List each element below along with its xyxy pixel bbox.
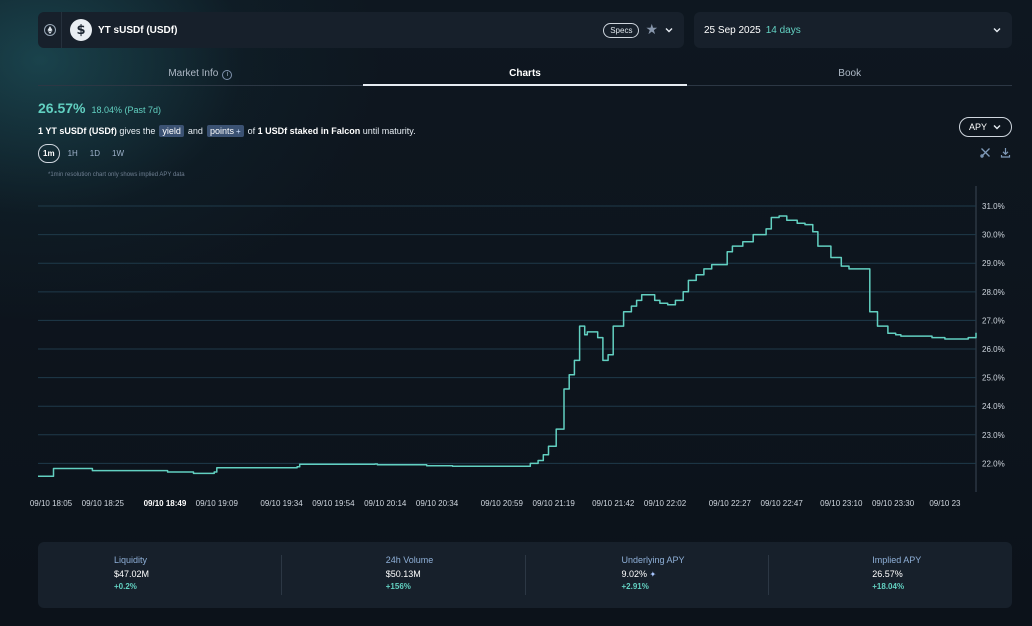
x-tick-label: 09/10 20:59 — [481, 499, 524, 508]
y-tick-label: 30.0% — [982, 231, 1005, 240]
x-tick-label: 09/10 23:30 — [872, 499, 915, 508]
stat-liquidity: Liquidity $47.02M +0.2% — [114, 555, 150, 591]
x-tick-label: 09/10 23 — [929, 499, 961, 508]
interval-1w[interactable]: 1W — [112, 149, 125, 158]
days-to-maturity: 14 days — [765, 24, 801, 36]
x-tick-label: 09/10 21:42 — [592, 499, 635, 508]
y-tick-label: 22.0% — [982, 459, 1005, 468]
yield-pill[interactable]: yield — [159, 125, 184, 137]
tab-book[interactable]: Book — [838, 68, 862, 79]
chevron-down-icon[interactable] — [992, 25, 1002, 35]
metric-select[interactable]: APY — [959, 117, 1012, 137]
apy-chart[interactable]: 22.0% 23.0% 24.0% 25.0% 26.0% 27.0% 28.0% 29.0%… — [30, 186, 1012, 516]
chart-tools — [980, 147, 1011, 158]
x-tick-label: 09/10 22:27 — [709, 499, 752, 508]
stat-24h-volume: 24h Volume $50.13M +156% — [280, 555, 525, 595]
y-tick-label: 29.0% — [982, 259, 1005, 268]
chain-badge — [38, 12, 62, 48]
tools-icon[interactable] — [980, 147, 991, 158]
x-tick-label: 09/10 18:25 — [82, 499, 125, 508]
stat-implied-apy: Implied APY 26.57% +18.04% — [768, 555, 1012, 595]
x-tick-label: 09/10 22:02 — [644, 499, 687, 508]
download-icon[interactable] — [1000, 147, 1011, 158]
tab-charts[interactable]: Charts — [362, 66, 688, 86]
chevron-down-icon — [993, 125, 1001, 130]
y-tick-label: 31.0% — [982, 202, 1005, 211]
x-tick-label: 09/10 20:14 — [364, 499, 407, 508]
series-line — [38, 215, 977, 478]
apy-summary: 26.57% 18.04% (Past 7d) — [38, 100, 161, 116]
plus-icon: + — [235, 127, 241, 136]
chevron-down-icon[interactable] — [664, 25, 674, 35]
y-tick-label: 23.0% — [982, 431, 1005, 440]
points-pill[interactable]: points + — [206, 125, 244, 137]
x-tick-label: 09/10 22:47 — [761, 499, 804, 508]
interval-1h[interactable]: 1H — [67, 149, 78, 158]
x-tick-label: 09/10 20:34 — [416, 499, 459, 508]
sparkle-icon[interactable]: ✦ — [649, 570, 657, 579]
star-icon[interactable]: ★ — [645, 22, 658, 38]
x-tick-label: 09/10 18:05 — [30, 499, 73, 508]
y-tick-label: 26.0% — [982, 345, 1005, 354]
description: 1 YT sUSDf (USDf) gives the yield and po… — [38, 125, 416, 137]
tab-market-info[interactable]: Market Info i — [38, 66, 363, 85]
market-stats: Liquidity $47.02M +0.2% 24h Volume $50.1… — [38, 542, 1012, 608]
info-icon[interactable]: i — [222, 69, 233, 80]
x-tick-label: 09/10 21:19 — [533, 499, 576, 508]
market-selector[interactable]: $ YT sUSDf (USDf) Specs ★ — [38, 12, 684, 48]
apy-change: 18.04% (Past 7d) — [91, 105, 162, 115]
y-tick-label: 24.0% — [982, 402, 1005, 411]
maturity-selector[interactable]: 25 Sep 2025 14 days — [694, 12, 1012, 48]
interval-1d[interactable]: 1D — [89, 149, 101, 158]
specs-button[interactable]: Specs — [603, 22, 640, 38]
stat-underlying-apy: Underlying APY 9.02% ✦ +2.91% — [524, 555, 769, 595]
x-tick-label: 09/10 19:34 — [260, 499, 303, 508]
current-apy: 26.57% — [38, 100, 86, 116]
y-tick-label: 28.0% — [982, 288, 1005, 297]
resolution-note: *1min resolution chart only shows implie… — [48, 172, 185, 178]
x-tick-label: 09/10 19:54 — [312, 499, 355, 508]
ethereum-icon — [43, 24, 56, 36]
maturity-date: 25 Sep 2025 — [704, 24, 761, 36]
interval-1m[interactable]: 1m — [38, 144, 60, 163]
chart-svg[interactable]: 22.0% 23.0% 24.0% 25.0% 26.0% 27.0% 28.0% 29.0%… — [30, 186, 1012, 516]
x-tick-label: 09/10 23:10 — [820, 499, 863, 508]
y-tick-label: 25.0% — [982, 374, 1005, 383]
x-tick-label: 09/10 18:49 — [144, 499, 187, 508]
token-name: YT sUSDf (USDf) — [98, 24, 178, 36]
interval-selector: 1m 1H 1D 1W — [38, 144, 128, 163]
token-logo-icon: $ — [70, 19, 92, 41]
y-tick-label: 27.0% — [982, 316, 1005, 325]
tab-bar: Market Info i Charts Book — [38, 66, 1012, 86]
x-tick-label: 09/10 19:09 — [196, 499, 239, 508]
